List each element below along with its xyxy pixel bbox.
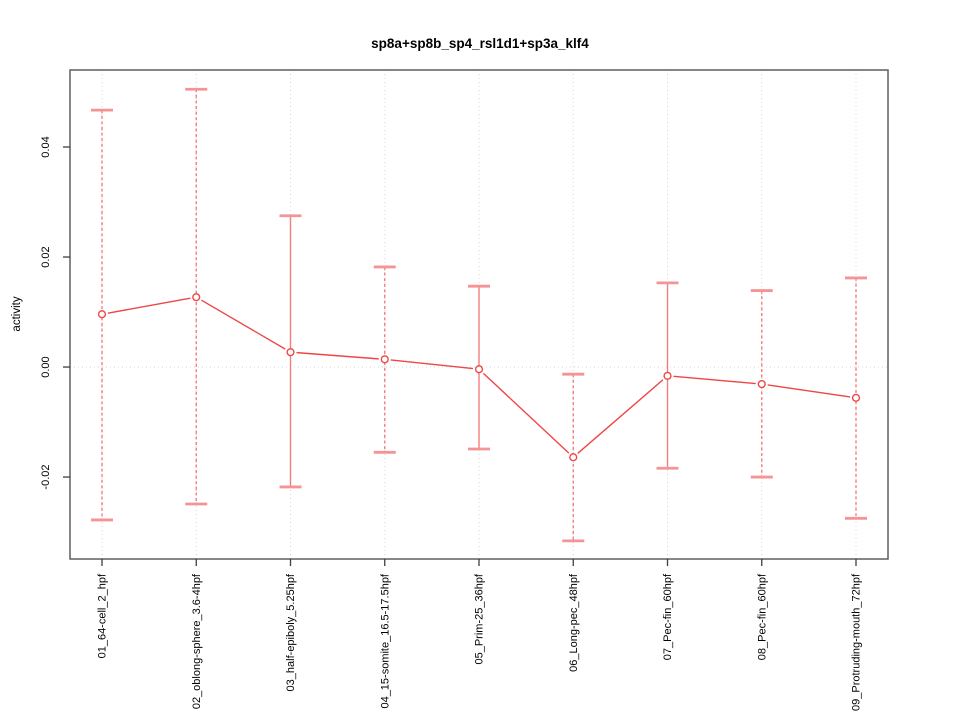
data-point xyxy=(569,453,578,462)
data-point xyxy=(851,393,861,402)
y-axis-label: activity xyxy=(11,296,23,331)
y-tick-label: 0.00 xyxy=(40,356,52,377)
data-point xyxy=(97,310,107,319)
series-line-segment xyxy=(390,359,474,370)
series-line-segment xyxy=(482,372,570,454)
x-category-label: 05_Prim-25_36hpf xyxy=(474,573,486,664)
series-line-segment xyxy=(767,384,851,398)
data-point xyxy=(474,365,484,374)
x-category-label: 06_Long-pec_48hpf xyxy=(568,573,580,672)
series-line-segment xyxy=(107,297,191,314)
x-category-label: 03_half-epiboly_5.25hpf xyxy=(285,573,297,691)
y-tick-label: 0.04 xyxy=(40,136,52,157)
x-category-label: 07_Pec-fin_60hpf xyxy=(662,573,674,660)
x-category-label: 09_Protruding-mouth_72hpf xyxy=(851,573,863,711)
data-point xyxy=(286,348,295,357)
series-line-segment xyxy=(673,375,756,385)
data-points-layer xyxy=(97,293,861,462)
data-point xyxy=(663,371,672,380)
y-tick-label: -0.02 xyxy=(40,465,52,490)
data-point xyxy=(192,293,201,302)
tick-labels-layer: -0.02 0.00 0.02 0.04 01_64-cell_2_hpf 02_oblo… xyxy=(40,136,863,711)
series-line-segment xyxy=(296,351,379,360)
series-line-segment xyxy=(201,299,286,350)
y-tick-label: 0.02 xyxy=(40,246,52,267)
x-category-label: 02_oblong-sphere_3.6-4hpf xyxy=(191,573,203,709)
x-category-label: 08_Pec-fin_60hpf xyxy=(756,573,768,660)
x-category-label: 01_64-cell_2_hpf xyxy=(97,573,109,658)
series-line-layer xyxy=(107,297,851,454)
errorbars-layer xyxy=(91,87,867,543)
x-category-label: 04_15-somite_16.5-17.5hpf xyxy=(379,573,391,708)
data-point xyxy=(380,355,389,364)
axes-layer xyxy=(63,69,889,566)
chart-title: sp8a+sp8b_sp4_rsl1d1+sp3a_klf4 xyxy=(371,36,589,51)
data-point xyxy=(757,379,766,389)
series-line-segment xyxy=(577,379,664,454)
